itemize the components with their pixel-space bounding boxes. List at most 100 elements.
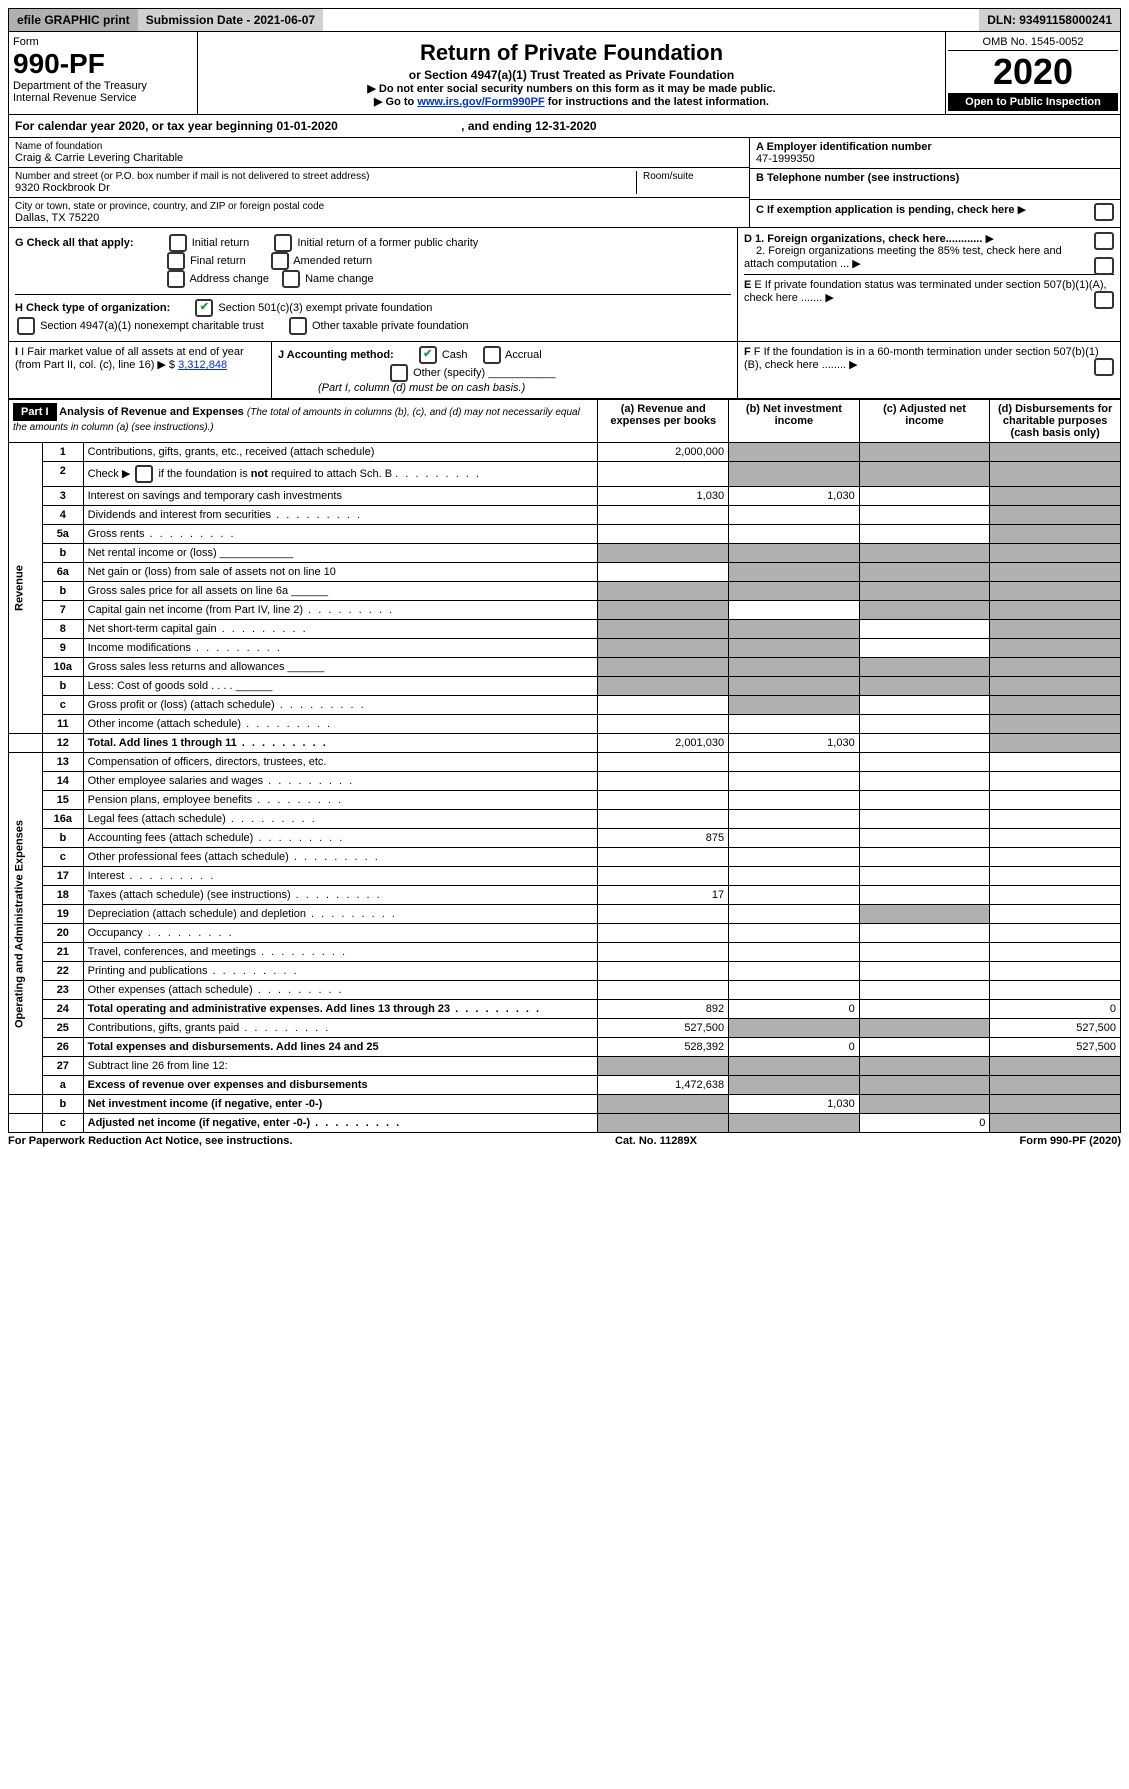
table-row: 5aGross rents [9,525,1121,544]
table-row: 7Capital gain net income (from Part IV, … [9,601,1121,620]
phone-label: B Telephone number (see instructions) [756,172,1114,184]
table-row: 2Check ▶ if the foundation is not requir… [9,462,1121,487]
table-row: 23Other expenses (attach schedule) [9,981,1121,1000]
cb-f[interactable] [1094,358,1114,376]
cb-initial[interactable] [169,234,187,252]
street-address: 9320 Rockbrook Dr [15,182,636,194]
room-label: Room/suite [643,171,743,182]
table-row: 20Occupancy [9,924,1121,943]
cb-other-tax[interactable] [289,317,307,335]
footer-mid: Cat. No. 11289X [615,1135,697,1147]
cb-initial-former[interactable] [274,234,292,252]
footer-left: For Paperwork Reduction Act Notice, see … [8,1135,292,1147]
table-row: Operating and Administrative Expenses 13… [9,753,1121,772]
expenses-label: Operating and Administrative Expenses [9,753,43,1095]
info-grid: Name of foundation Craig & Carrie Leveri… [8,138,1121,228]
e-label: E If private foundation status was termi… [744,279,1107,304]
table-row: 8Net short-term capital gain [9,620,1121,639]
table-row: bNet rental income or (loss) ___________… [9,544,1121,563]
table-row: 24Total operating and administrative exp… [9,1000,1121,1019]
submission-date: Submission Date - 2021-06-07 [138,9,323,31]
open-inspection: Open to Public Inspection [948,93,1118,111]
form-label: Form [13,36,193,48]
fmv-link[interactable]: 3,312,848 [178,359,227,371]
irs-link[interactable]: www.irs.gov/Form990PF [417,96,544,108]
city-label: City or town, state or province, country… [15,201,743,212]
cb-final[interactable] [167,252,185,270]
top-bar: efile GRAPHIC print Submission Date - 20… [8,8,1121,32]
table-row: cAdjusted net income (if negative, enter… [9,1114,1121,1133]
table-row: bNet investment income (if negative, ent… [9,1095,1121,1114]
name-label: Name of foundation [15,141,743,152]
table-row: bAccounting fees (attach schedule)875 [9,829,1121,848]
irs: Internal Revenue Service [13,92,193,104]
table-row: bGross sales price for all assets on lin… [9,582,1121,601]
ein-value: 47-1999350 [756,153,1114,165]
table-row: 17Interest [9,867,1121,886]
part1-table: Part I Analysis of Revenue and Expenses … [8,399,1121,1133]
calendar-year: For calendar year 2020, or tax year begi… [8,115,1121,138]
c-label: C If exemption application is pending, c… [756,204,1015,216]
table-row: aExcess of revenue over expenses and dis… [9,1076,1121,1095]
table-row: 26Total expenses and disbursements. Add … [9,1038,1121,1057]
revenue-label: Revenue [9,443,43,734]
h-label: H Check type of organization: [15,302,170,314]
footer: For Paperwork Reduction Act Notice, see … [8,1133,1121,1147]
cb-schb[interactable] [135,465,153,483]
table-row: 15Pension plans, employee benefits [9,791,1121,810]
table-row: 14Other employee salaries and wages [9,772,1121,791]
d1-label: D 1. Foreign organizations, check here..… [744,233,982,245]
tax-year: 2020 [948,51,1118,93]
table-row: cGross profit or (loss) (attach schedule… [9,696,1121,715]
table-row: Revenue 1Contributions, gifts, grants, e… [9,443,1121,462]
addr-label: Number and street (or P.O. box number if… [15,171,636,182]
table-row: 6aNet gain or (loss) from sale of assets… [9,563,1121,582]
table-row: 18Taxes (attach schedule) (see instructi… [9,886,1121,905]
ein-label: A Employer identification number [756,141,1114,153]
cb-4947[interactable] [17,317,35,335]
c-checkbox[interactable] [1094,203,1114,221]
footer-right: Form 990-PF (2020) [1020,1135,1121,1147]
cb-d1[interactable] [1094,232,1114,250]
dept: Department of the Treasury [13,80,193,92]
instr-2: ▶ Go to www.irs.gov/Form990PF for instru… [204,95,939,108]
cb-other-method[interactable] [390,364,408,382]
foundation-name: Craig & Carrie Levering Charitable [15,152,743,164]
g-label: G Check all that apply: [15,237,134,249]
cb-cash[interactable]: ✔ [419,346,437,364]
form-number: 990-PF [13,48,193,80]
table-row: 12Total. Add lines 1 through 112,001,030… [9,734,1121,753]
dln: DLN: 93491158000241 [979,9,1120,31]
instr-1: ▶ Do not enter social security numbers o… [204,82,939,95]
i-j-f-row: I I Fair market value of all assets at e… [8,342,1121,399]
table-row: 25Contributions, gifts, grants paid527,5… [9,1019,1121,1038]
table-row: cOther professional fees (attach schedul… [9,848,1121,867]
table-row: 11Other income (attach schedule) [9,715,1121,734]
cb-amended[interactable] [271,252,289,270]
table-row: 3Interest on savings and temporary cash … [9,487,1121,506]
table-row: 9Income modifications [9,639,1121,658]
form-subtitle: or Section 4947(a)(1) Trust Treated as P… [204,68,939,82]
d2-label: 2. Foreign organizations meeting the 85%… [744,245,1062,270]
cb-accrual[interactable] [483,346,501,364]
table-row: 4Dividends and interest from securities [9,506,1121,525]
cb-name-change[interactable] [282,270,300,288]
g-h-block: G Check all that apply: Initial return I… [8,228,1121,342]
table-row: 10aGross sales less returns and allowanc… [9,658,1121,677]
form-header: Form 990-PF Department of the Treasury I… [8,32,1121,115]
cb-addr-change[interactable] [167,270,185,288]
table-row: 27Subtract line 26 from line 12: [9,1057,1121,1076]
efile-label: efile GRAPHIC print [9,9,138,31]
city-state-zip: Dallas, TX 75220 [15,212,743,224]
cb-e[interactable] [1094,291,1114,309]
table-row: bLess: Cost of goods sold . . . . ______ [9,677,1121,696]
form-title: Return of Private Foundation [204,40,939,66]
cb-501c3[interactable]: ✔ [195,299,213,317]
table-row: 16aLegal fees (attach schedule) [9,810,1121,829]
cb-d2[interactable] [1094,257,1114,275]
part1-bar: Part I [13,403,57,421]
omb-number: OMB No. 1545-0052 [948,34,1118,51]
table-row: 22Printing and publications [9,962,1121,981]
table-row: 19Depreciation (attach schedule) and dep… [9,905,1121,924]
table-row: 21Travel, conferences, and meetings [9,943,1121,962]
